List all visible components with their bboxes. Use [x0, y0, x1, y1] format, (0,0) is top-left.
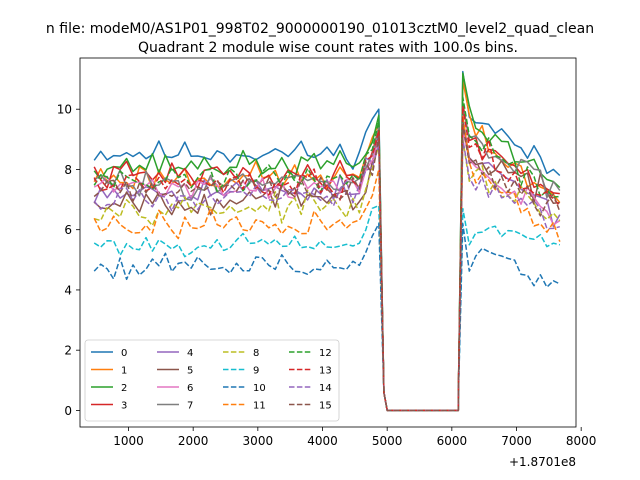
series-line-13 [93, 105, 561, 412]
y-tick-label: 2 [64, 344, 72, 358]
plot-frame [79, 57, 577, 428]
legend-label-12: 12 [319, 348, 332, 359]
series-line-9 [93, 204, 560, 412]
legend-label-5: 5 [187, 366, 193, 377]
y-tick-label: 4 [64, 283, 72, 297]
legend-label-10: 10 [253, 383, 266, 394]
x-offset-text: +1.8701e8 [509, 455, 576, 469]
legend-label-7: 7 [187, 401, 193, 412]
series-line-5 [93, 120, 560, 412]
y-tick-label: 10 [57, 103, 72, 117]
y-axis: 0 2 4 6 8 10 [57, 103, 80, 418]
y-tick-label: 6 [64, 223, 72, 237]
series-line-12 [93, 96, 560, 412]
chart-title: Quadrant 2 module wise count rates with … [138, 40, 518, 56]
x-tick-label: 2000 [178, 434, 209, 448]
legend-label-14: 14 [319, 383, 332, 394]
legend-label-3: 3 [121, 401, 127, 412]
legend-label-15: 15 [319, 401, 332, 412]
x-tick-label: 1000 [113, 434, 144, 448]
legend-label-6: 6 [187, 383, 193, 394]
legend-label-9: 9 [253, 366, 259, 377]
figure-suptitle: n file: modeM0/AS1P01_998T02_9000000190_… [46, 21, 594, 37]
x-tick-label: 8000 [566, 434, 597, 448]
x-tick-label: 3000 [243, 434, 274, 448]
series-line-14 [93, 138, 560, 412]
series-line-7 [93, 105, 561, 412]
x-axis: 1000 2000 3000 4000 5000 6000 7000 8000 [113, 427, 596, 448]
legend-label-8: 8 [253, 348, 259, 359]
legend-label-2: 2 [121, 383, 127, 394]
legend-box [84, 339, 340, 422]
x-tick-label: 7000 [501, 434, 532, 448]
x-tick-label: 6000 [437, 434, 468, 448]
series-line-10 [93, 222, 561, 412]
legend-label-4: 4 [187, 348, 193, 359]
series-line-11 [93, 114, 561, 412]
y-tick-label: 0 [64, 404, 72, 418]
series-line-15 [93, 123, 561, 412]
x-tick-label: 4000 [307, 434, 338, 448]
legend-label-11: 11 [253, 401, 266, 412]
x-tick-label: 5000 [372, 434, 403, 448]
legend-label-13: 13 [319, 366, 332, 377]
legend-label-1: 1 [121, 366, 127, 377]
y-tick-label: 8 [64, 163, 72, 177]
series-line-0 [93, 70, 561, 412]
legend-label-0: 0 [121, 348, 127, 359]
